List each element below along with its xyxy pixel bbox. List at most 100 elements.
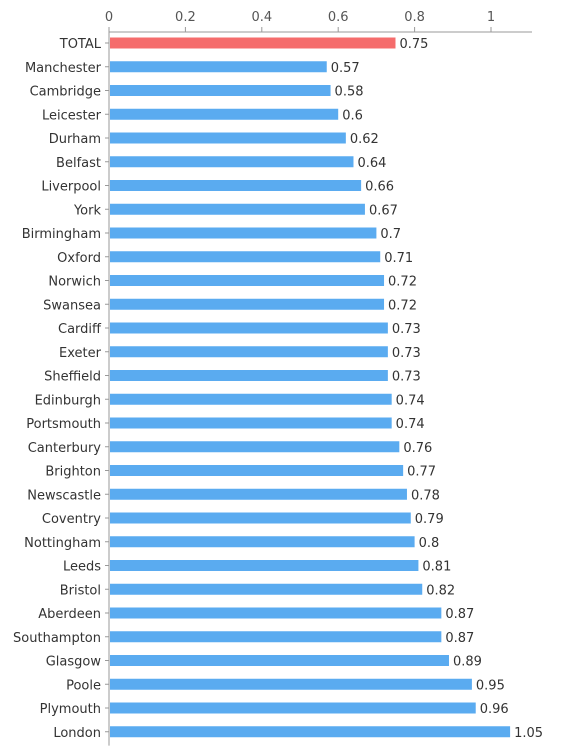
bar [110,108,339,120]
bar [110,322,388,334]
value-label: 0.89 [453,655,482,670]
category-label: Brighton [45,465,101,480]
category-label: Newscastle [27,488,101,503]
value-label: 0.73 [392,322,421,337]
bar [110,488,407,500]
value-label: 0.74 [396,417,425,432]
x-axis: 0 0.2 0.4 0.6 0.8 1 [105,10,532,33]
bar [110,560,419,571]
value-label: 0.74 [396,393,425,408]
bar [110,417,392,429]
category-label: Sheffield [44,370,101,385]
bar [110,85,331,96]
category-label: York [73,203,102,218]
x-tick-label: 0 [105,10,113,25]
value-label: 0.72 [388,298,417,313]
category-label: Edinburgh [35,393,101,408]
bar [110,180,362,191]
value-label: 0.75 [400,37,429,52]
bar-total [110,37,396,49]
bar [110,132,346,144]
value-label: 0.8 [419,536,440,551]
value-label: 0.67 [369,203,398,218]
bar [110,203,365,215]
value-label: 0.64 [357,156,386,171]
category-label: Birmingham [22,227,101,242]
value-label: 0.81 [422,560,451,575]
bar [110,441,400,453]
bar [110,702,476,714]
y-axis: TOTAL Manchester Cambridge Leicester Durham B… [13,32,110,746]
category-label: TOTAL [59,37,102,52]
category-label: Bristol [60,583,101,598]
bar [110,156,354,168]
value-label: 0.87 [445,607,474,622]
value-label: 0.57 [331,61,360,76]
x-tick-label: 0.8 [404,10,425,25]
x-tick-label: 0.6 [328,10,349,25]
value-label: 0.62 [350,132,379,147]
category-label: Oxford [57,251,101,266]
bar [110,370,388,381]
category-label: Cardiff [58,322,102,337]
bar [110,536,415,548]
value-label: 0.87 [445,631,474,646]
value-label: 0.58 [335,85,364,100]
bar [110,465,404,476]
category-label: Durham [49,132,101,147]
bar [110,726,511,738]
bar [110,298,385,310]
x-tick-label: 0.4 [251,10,272,25]
bar [110,227,377,239]
value-label: 0.66 [365,180,394,195]
bar [110,583,423,595]
value-label: 0.72 [388,275,417,290]
category-label: Belfast [56,156,101,171]
value-label: 0.76 [403,441,432,456]
bar [110,607,442,619]
value-label: 0.73 [392,346,421,361]
value-label: 0.78 [411,488,440,503]
bar [110,251,381,263]
bar [110,61,327,73]
category-label: Exeter [59,346,102,361]
category-label: Manchester [25,61,102,76]
bar [110,631,442,643]
value-label: 0.96 [480,702,509,717]
value-label: 0.82 [426,583,455,598]
category-label: Norwich [48,275,101,290]
bar [110,655,449,666]
bars: 0.75 0.57 0.58 0.6 0.62 0.64 0.66 0.67 0.7 0.71 0.… [110,37,543,741]
bar [110,393,392,405]
value-label: 0.95 [476,678,505,693]
category-label: London [53,726,101,741]
bar [110,275,385,286]
value-label: 1.05 [514,726,543,741]
category-label: Cambridge [30,85,101,100]
bar [110,678,472,690]
category-label: Portsmouth [26,417,101,432]
value-label: 0.79 [415,512,444,527]
category-label: Leicester [42,108,102,123]
category-label: Coventry [42,512,101,527]
value-label: 0.6 [342,108,363,123]
bar [110,346,388,358]
category-label: Swansea [43,298,101,313]
value-label: 0.73 [392,370,421,385]
category-label: Canterbury [28,441,102,456]
value-label: 0.71 [384,251,413,266]
value-label: 0.7 [380,227,401,242]
category-label: Southampton [13,631,101,646]
x-tick-label: 0.2 [175,10,196,25]
bar [110,512,411,524]
category-label: Glasgow [46,655,102,670]
category-label: Poole [66,678,101,693]
value-label: 0.77 [407,465,436,480]
category-label: Plymouth [40,702,101,717]
category-label: Aberdeen [38,607,101,622]
category-label: Leeds [63,560,101,575]
x-tick-label: 1 [487,10,495,25]
category-label: Liverpool [41,180,101,195]
